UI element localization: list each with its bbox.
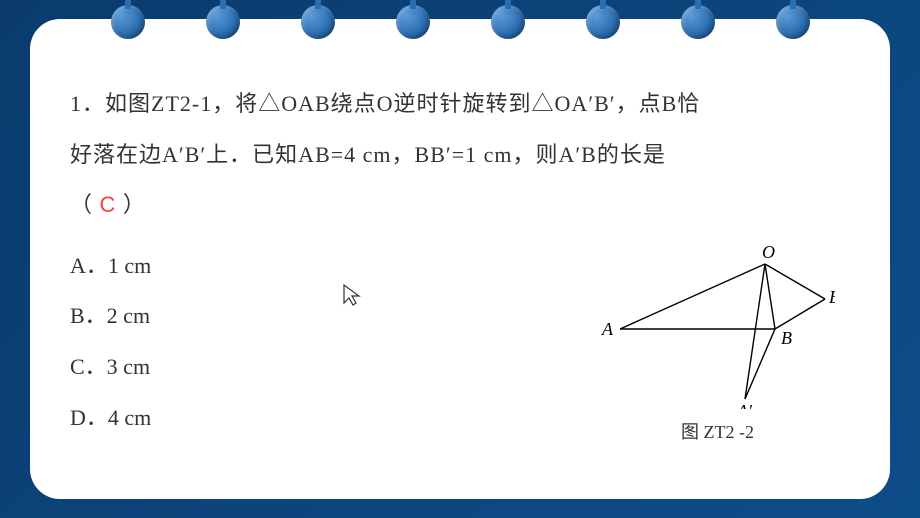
notepad-card: 1．如图ZT2-1，将△OAB绕点O逆时针旋转到△OA′B′，点B恰 好落在边A…	[30, 19, 890, 499]
question-text: 1．如图ZT2-1，将△OAB绕点O逆时针旋转到△OA′B′，点B恰 好落在边A…	[70, 79, 850, 231]
ring	[301, 5, 335, 39]
ring	[111, 5, 145, 39]
paren-open: （	[70, 192, 93, 217]
svg-text:A: A	[601, 319, 614, 339]
ring	[206, 5, 240, 39]
geometry-diagram: O A B B′ A′	[600, 244, 835, 409]
ring	[491, 5, 525, 39]
ring	[396, 5, 430, 39]
ring	[681, 5, 715, 39]
svg-text:A′: A′	[736, 401, 753, 409]
ring	[586, 5, 620, 39]
question-line-2: 好落在边A′B′上．已知AB=4 cm，BB′=1 cm，则A′B的长是	[70, 142, 666, 167]
cursor-icon	[342, 283, 362, 307]
answer-letter: C	[100, 192, 117, 217]
ring	[776, 5, 810, 39]
svg-text:B′: B′	[829, 287, 835, 307]
figure-caption: 图 ZT2 -2	[600, 418, 835, 444]
figure-block: O A B B′ A′ 图 ZT2 -2	[600, 244, 835, 444]
svg-text:B: B	[781, 328, 792, 348]
svg-text:O: O	[762, 244, 775, 262]
question-line-1: 1．如图ZT2-1，将△OAB绕点O逆时针旋转到△OA′B′，点B恰	[70, 91, 700, 116]
paren-close: ）	[123, 192, 146, 217]
binder-rings	[30, 5, 890, 39]
